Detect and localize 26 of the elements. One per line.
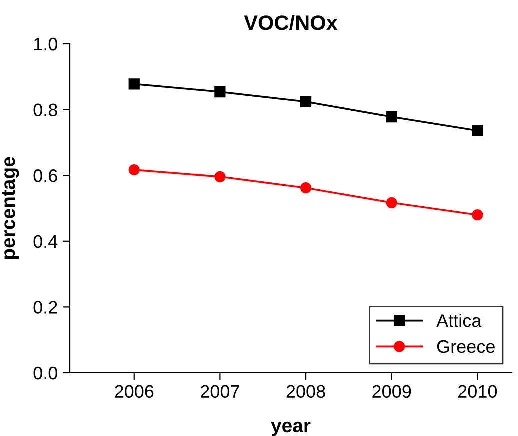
point [472, 125, 484, 136]
x-axis-title: year [271, 422, 311, 436]
x-tick-label: 2008 [286, 385, 326, 398]
y-tick-label: 0.4 [34, 235, 58, 248]
y-axis-title: percentage [2, 157, 20, 260]
point [300, 96, 312, 108]
point [386, 197, 398, 208]
x-tick-label: 2006 [115, 385, 154, 398]
point [386, 111, 398, 123]
point [472, 210, 484, 221]
x-tick-label: 2009 [372, 385, 412, 398]
point [128, 78, 140, 90]
y-tick-label: 0.6 [34, 170, 58, 182]
legend-label: Attica [436, 314, 482, 328]
y-tick-label: 0.2 [34, 301, 58, 314]
point [214, 171, 226, 182]
y-tick-label: 0.0 [34, 366, 58, 380]
x-tick-label: 2007 [201, 385, 240, 398]
chart-title: VOC/NOx [244, 15, 338, 31]
point [214, 86, 226, 98]
y-tick-label: 0.8 [34, 104, 58, 117]
x-tick-label: 2010 [458, 385, 498, 398]
y-tick-label: 1.0 [34, 38, 58, 51]
legend-label: Greece [437, 340, 495, 354]
point [300, 182, 312, 194]
point [128, 164, 140, 176]
